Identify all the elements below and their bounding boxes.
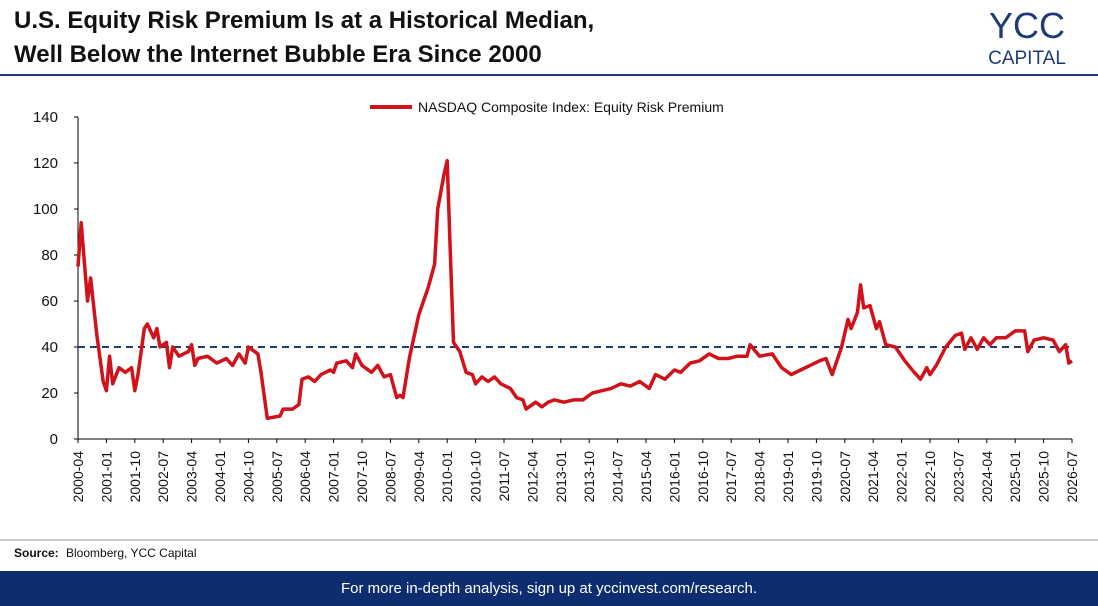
x-tick-label: 2013-10 [581, 451, 597, 503]
x-tick-label: 2017-07 [723, 451, 739, 503]
x-tick-label: 2014-07 [610, 451, 626, 503]
x-tick-label: 2025-01 [1007, 451, 1023, 503]
x-tick-label: 2021-04 [865, 451, 881, 503]
x-tick-label: 2026-07 [1064, 451, 1080, 503]
y-tick-label: 20 [41, 385, 58, 402]
legend-label: NASDAQ Composite Index: Equity Risk Prem… [418, 99, 724, 115]
footer-text: For more in-depth analysis, sign up at y… [341, 580, 757, 597]
x-tick-label: 2012-04 [524, 451, 540, 503]
x-tick-label: 2007-01 [326, 451, 342, 503]
x-tick-label: 2016-10 [695, 451, 711, 503]
logo-bottom: CAPITAL [988, 48, 1066, 69]
x-tick-label: 2022-01 [894, 451, 910, 503]
x-tick-label: 2019-01 [780, 451, 796, 503]
source-label: Source: [14, 546, 59, 560]
title-line: Well Below the Internet Bubble Era Since… [14, 41, 542, 68]
x-tick-label: 2022-10 [922, 451, 938, 503]
y-tick-label: 0 [50, 431, 58, 448]
x-tick-label: 2025-10 [1036, 451, 1052, 503]
x-tick-label: 2002-07 [155, 451, 171, 503]
x-tick-label: 2016-01 [666, 451, 682, 503]
x-tick-label: 2009-04 [411, 451, 427, 503]
y-tick-label: 60 [41, 293, 58, 310]
x-tick-label: 2020-07 [837, 451, 853, 503]
x-tick-label: 2008-07 [382, 451, 398, 503]
y-tick-label: 100 [33, 201, 58, 218]
x-tick-label: 2018-04 [752, 451, 768, 503]
title-line: U.S. Equity Risk Premium Is at a Histori… [14, 7, 594, 34]
x-tick-label: 2019-10 [808, 451, 824, 503]
y-tick-label: 120 [33, 155, 58, 172]
series-line [76, 158, 1074, 421]
x-tick-label: 2015-04 [638, 451, 654, 503]
x-tick-label: 2010-01 [439, 451, 455, 503]
plot: 0 20 40 60 80 100 120 140 2000-04 2001-01 2001-10 2… [33, 99, 1080, 502]
source-text: Bloomberg, YCC Capital [66, 546, 197, 560]
x-tick-label: 2004-10 [240, 451, 256, 503]
x-tick-label: 2024-04 [979, 451, 995, 503]
x-tick-label: 2013-01 [553, 451, 569, 503]
x-tick-label: 2001-10 [127, 451, 143, 503]
x-tick-label: 2005-07 [269, 451, 285, 503]
x-tick-label: 2011-07 [496, 451, 512, 502]
x-tick-label: 2006-04 [297, 451, 313, 503]
x-tick-label: 2023-07 [950, 451, 966, 503]
x-tick-label: 2000-04 [70, 451, 86, 503]
x-tick-label: 2004-01 [212, 451, 228, 503]
x-tick-label: 2010-10 [468, 451, 484, 503]
footer-bar [0, 571, 1098, 606]
y-tick-label: 80 [41, 247, 58, 264]
logo-top: YCC [989, 5, 1065, 46]
x-tick-label: 2003-04 [184, 451, 200, 503]
x-tick-label: 2007-10 [354, 451, 370, 503]
y-tick-label: 140 [33, 109, 58, 126]
x-tick-label: 2001-01 [98, 451, 114, 503]
y-tick-label: 40 [41, 339, 58, 356]
